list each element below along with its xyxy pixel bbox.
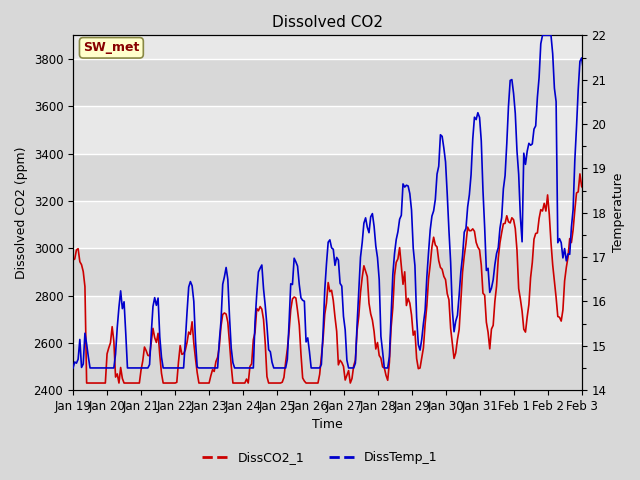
Bar [73, 201, 582, 248]
Y-axis label: Temperature: Temperature [612, 173, 625, 252]
Bar [73, 106, 582, 154]
Title: Dissolved CO2: Dissolved CO2 [272, 15, 383, 30]
Bar [73, 248, 582, 296]
Bar [73, 296, 582, 343]
Legend: DissCO2_1, DissTemp_1: DissCO2_1, DissTemp_1 [197, 446, 443, 469]
Bar [73, 59, 582, 106]
X-axis label: Time: Time [312, 419, 343, 432]
Y-axis label: Dissolved CO2 (ppm): Dissolved CO2 (ppm) [15, 146, 28, 279]
Bar [73, 154, 582, 201]
Text: SW_met: SW_met [83, 41, 140, 54]
Bar [73, 343, 582, 390]
